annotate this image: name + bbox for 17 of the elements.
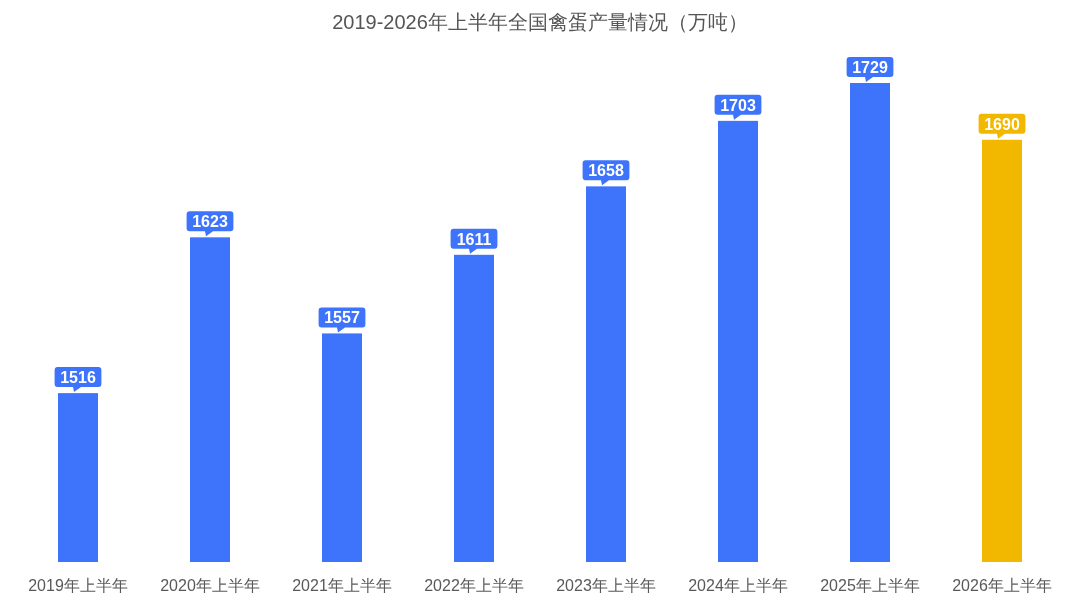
x-tick-label: 2026年上半年 (952, 577, 1052, 594)
x-tick-label: 2019年上半年 (28, 577, 128, 594)
x-tick-label: 2023年上半年 (556, 577, 656, 594)
data-label: 1690 (984, 115, 1020, 133)
data-label: 1611 (456, 230, 492, 248)
data-label: 1557 (324, 309, 360, 327)
data-label: 1729 (852, 59, 888, 76)
data-label: 1623 (192, 213, 228, 231)
x-tick-label: 2021年上半年 (292, 577, 392, 594)
x-tick-label: 2022年上半年 (424, 577, 524, 594)
x-tick-label: 2025年上半年 (820, 577, 920, 594)
data-label: 1516 (60, 369, 96, 387)
chart-title: 2019-2026年上半年全国禽蛋产量情况（万吨） (332, 11, 748, 33)
data-label: 1658 (588, 162, 624, 180)
data-label: 1703 (720, 96, 756, 114)
x-tick-label: 2024年上半年 (688, 577, 788, 594)
x-tick-label: 2020年上半年 (160, 577, 260, 594)
